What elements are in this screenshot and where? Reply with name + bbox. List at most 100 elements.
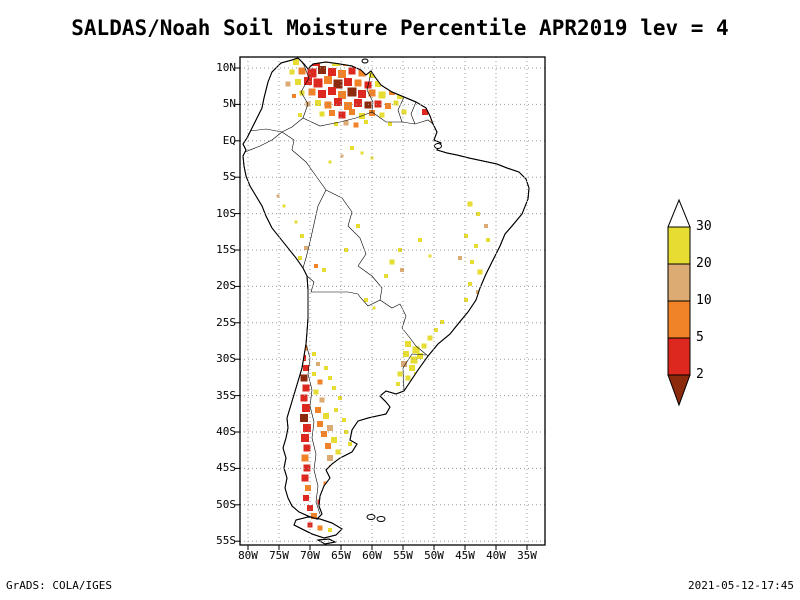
- data-cell: [313, 389, 319, 395]
- data-cell: [334, 122, 338, 126]
- data-cell: [338, 91, 346, 99]
- data-cell: [385, 103, 391, 109]
- data-cell: [293, 59, 299, 65]
- data-cell: [409, 87, 415, 93]
- data-cell: [358, 90, 366, 98]
- data-cell: [428, 254, 432, 258]
- data-cell: [354, 79, 362, 87]
- data-cell: [372, 306, 376, 310]
- data-cell: [300, 414, 308, 422]
- data-cell: [440, 320, 444, 324]
- data-cell: [340, 154, 344, 158]
- data-cell: [303, 424, 311, 432]
- data-cell: [384, 274, 388, 278]
- data-cell: [464, 234, 468, 238]
- lat-label-55S: 55S: [216, 534, 236, 548]
- data-cell: [477, 269, 483, 275]
- data-cell: [337, 459, 343, 465]
- lon-label-50W: 50W: [424, 549, 444, 562]
- data-cell: [317, 421, 323, 427]
- data-cell: [369, 72, 375, 78]
- data-cell: [468, 282, 472, 286]
- data-cell: [292, 94, 296, 98]
- data-cell: [303, 444, 311, 452]
- data-cell: [324, 76, 332, 84]
- data-cell: [397, 93, 403, 99]
- data-cell: [476, 290, 480, 294]
- data-cell: [339, 469, 345, 475]
- data-cell: [400, 268, 404, 272]
- data-cell: [464, 298, 468, 302]
- data-cell: [338, 396, 342, 400]
- data-cell: [389, 259, 395, 265]
- colorbar-above-arrow: [667, 198, 691, 228]
- data-cell: [422, 109, 428, 115]
- data-cell: [397, 371, 403, 377]
- data-cell: [298, 256, 302, 260]
- data-cell: [328, 68, 336, 76]
- data-cell: [319, 397, 325, 403]
- data-cell: [354, 99, 362, 107]
- marajo-island: [434, 143, 442, 149]
- lon-label-70W: 70W: [300, 549, 320, 562]
- data-cell: [276, 194, 280, 198]
- data-cell: [360, 151, 364, 155]
- data-cell: [347, 87, 357, 97]
- lat-label-EQ: EQ: [222, 133, 236, 147]
- trinidad-island: [361, 58, 369, 64]
- data-cell: [301, 434, 309, 442]
- data-cell: [312, 352, 316, 356]
- data-cell: [302, 384, 310, 392]
- data-cell: [282, 204, 286, 208]
- data-cell: [315, 100, 321, 106]
- lat-label-45S: 45S: [216, 461, 236, 475]
- lon-label-80W: 80W: [238, 549, 258, 562]
- data-cell: [412, 346, 420, 354]
- data-cell: [332, 386, 336, 390]
- data-cell: [350, 454, 354, 458]
- lat-label-10N: 10N: [216, 61, 236, 74]
- data-cell: [374, 100, 382, 108]
- data-cell: [313, 78, 323, 88]
- data-cell: [324, 366, 328, 370]
- data-cell: [305, 485, 311, 491]
- data-cell: [303, 464, 311, 472]
- data-cell: [301, 474, 309, 482]
- data-cell: [300, 234, 304, 238]
- lat-label-50S: 50S: [216, 497, 236, 511]
- data-cell: [294, 220, 298, 224]
- data-cell: [317, 525, 323, 531]
- data-cell: [348, 67, 356, 75]
- data-cell: [348, 442, 352, 446]
- colorbar-seg-20-30: [667, 226, 691, 265]
- data-cell: [319, 111, 325, 117]
- lat-label-30S: 30S: [216, 352, 236, 366]
- data-cell: [327, 455, 333, 461]
- lat-label-40S: 40S: [216, 425, 236, 438]
- data-cell: [418, 238, 422, 242]
- data-cell: [318, 90, 326, 98]
- timestamp: 2021-05-12-17:45: [688, 579, 794, 592]
- data-cell: [476, 212, 480, 216]
- data-cell: [401, 361, 407, 367]
- data-cell: [299, 90, 305, 96]
- data-cell: [312, 372, 316, 376]
- colorbar-seg-2-5: [667, 337, 691, 376]
- lon-label-45W: 45W: [455, 549, 475, 562]
- data-cell: [311, 513, 317, 519]
- data-cell: [329, 110, 335, 116]
- data-cell: [364, 101, 372, 109]
- lat-label-5N: 5N: [222, 97, 236, 111]
- data-cell: [325, 443, 331, 449]
- grads-credit: GrADS: COLA/IGES: [6, 579, 112, 592]
- data-cell: [344, 430, 348, 434]
- data-cell: [338, 111, 346, 119]
- data-cell: [409, 365, 415, 371]
- colorbar-seg-10-20: [667, 263, 691, 302]
- falkland-island-west: [366, 514, 376, 520]
- data-cell: [470, 260, 474, 264]
- data-cell: [474, 244, 478, 248]
- data-cell: [334, 408, 338, 412]
